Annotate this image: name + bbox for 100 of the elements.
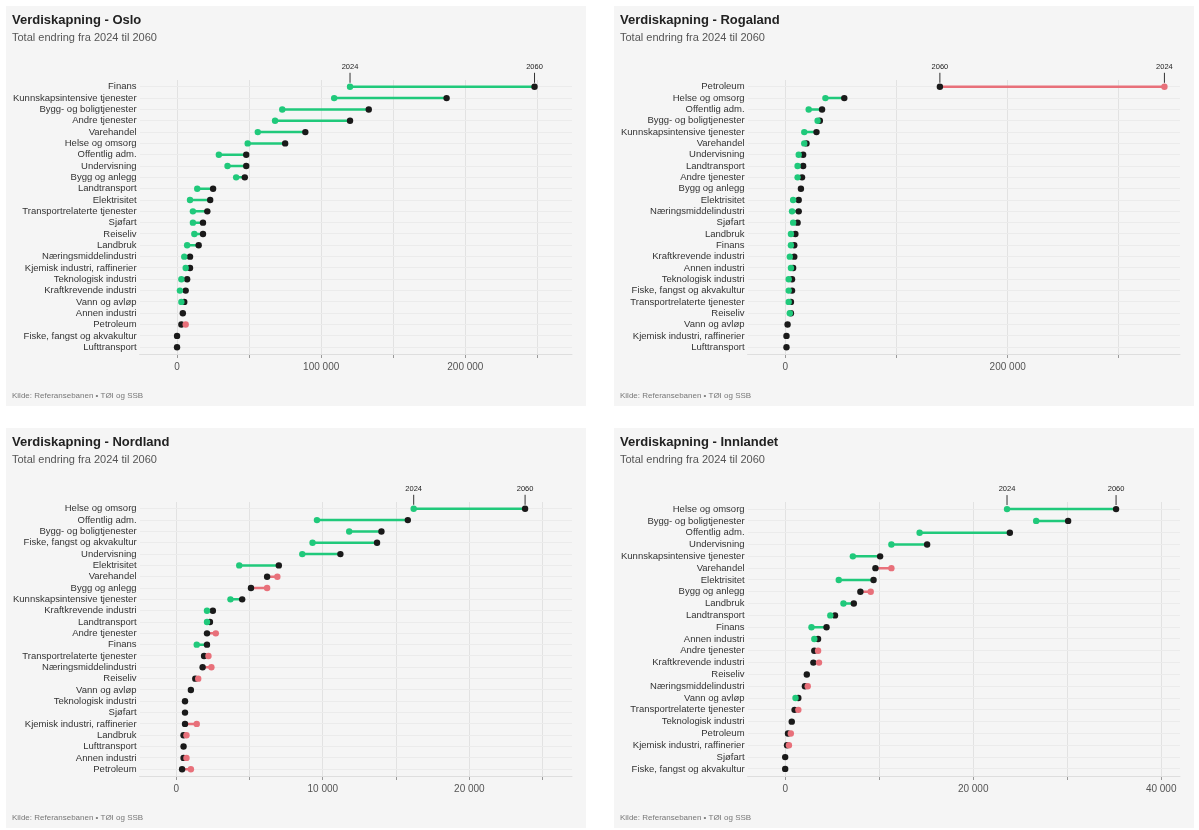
y-tick-label: Finans: [108, 638, 137, 650]
y-tick-label: Offentlig adm.: [685, 103, 745, 115]
x-tick-label: 0: [173, 782, 180, 794]
text: Kilde: Referansebanen • TØI og SSB: [620, 813, 752, 822]
y-tick-label: Fiske, fangst og akvakultur: [631, 284, 745, 296]
y-tick-label: Sjøfart: [716, 216, 745, 228]
y-tick-label: Bygg og anlegg: [678, 182, 745, 194]
y-tick-label: Landbruk: [96, 238, 137, 250]
y-tick-label: Offentlig adm.: [685, 526, 745, 538]
y-tick-label: Næringsmiddelindustri: [42, 660, 137, 672]
y-tick-label: Kjemisk industri, raffinerier: [632, 329, 745, 341]
chart-title: Verdiskapning - Rogaland: [620, 12, 780, 27]
y-tick-label: Teknologisk industri: [661, 715, 745, 727]
y-tick-label: Varehandel: [696, 561, 745, 573]
y-tick-label: Helse og omsorg: [672, 502, 745, 514]
y-tick-label: Kjemisk industri, raffinerier: [632, 738, 745, 750]
x-tick-label: 10 000: [307, 782, 339, 794]
y-tick-label: Bygg og anlegg: [678, 585, 745, 597]
y-tick-label: Fiske, fangst og akvakultur: [23, 536, 137, 548]
x-tick-label: 200 000: [447, 360, 484, 372]
y-tick-label: Varehandel: [88, 125, 137, 137]
chart-title: Verdiskapning - Nordland: [12, 434, 170, 449]
x-tick-label: 100 000: [303, 360, 340, 372]
y-tick-label: Bygg- og boligtjenester: [39, 103, 137, 115]
y-tick-label: Kraftkrevende industri: [44, 604, 137, 616]
y-tick-label: Andre tjenester: [680, 171, 745, 182]
y-tick-label: Fiske, fangst og akvakultur: [631, 762, 745, 774]
y-tick-label: Andre tjenester: [680, 644, 745, 656]
y-tick-label: Landtransport: [77, 615, 137, 627]
y-tick-label: Helse og omsorg: [672, 91, 745, 103]
y-tick-label: Elektrisitet: [700, 573, 745, 585]
y-tick-label: Bygg og anlegg: [70, 581, 137, 593]
x-tick-label: 0: [782, 782, 789, 794]
x-tick-label: 200 000: [989, 360, 1027, 372]
y-tick-label: Elektrisitet: [92, 193, 137, 205]
y-tick-label: Undervisning: [689, 538, 745, 550]
x-tick-label: 0: [782, 360, 789, 372]
y-tick-label: Teknologisk industri: [53, 694, 137, 706]
y-tick-label: Annen industri: [683, 632, 745, 644]
y-tick-label: Transportrelaterte tjenester: [630, 703, 745, 715]
chart-title: Verdiskapning - Oslo: [12, 12, 142, 27]
y-tick-label: Kraftkrevende industri: [652, 656, 745, 668]
y-tick-label: Transportrelaterte tjenester: [22, 204, 137, 216]
y-tick-label: Varehandel: [88, 570, 137, 582]
y-tick-label: Annen industri: [683, 261, 745, 273]
y-tick-label: Offentlig adm.: [77, 513, 137, 525]
y-tick-label: Sjøfart: [108, 706, 137, 718]
y-tick-label: Landbruk: [704, 227, 745, 239]
x-tick-label: 0: [174, 360, 181, 372]
chart-subtitle: Total endring fra 2024 til 2060: [620, 453, 765, 465]
y-tick-label: Undervisning: [81, 159, 137, 171]
x-tick-label: 20 000: [957, 782, 989, 794]
y-tick-label: Bygg- og boligtjenester: [647, 514, 745, 526]
y-tick-label: Finans: [716, 620, 745, 632]
y-tick-label: Kjemisk industri, raffinerier: [24, 717, 137, 729]
y-tick-label: Andre tjenester: [72, 626, 137, 638]
y-tick-label: Andre tjenester: [72, 114, 137, 126]
y-tick-label: Annen industri: [75, 306, 137, 318]
y-tick-label: Sjøfart: [108, 216, 137, 228]
y-tick-label: Næringsmiddelindustri: [650, 679, 745, 691]
y-tick-label: Landtransport: [685, 609, 745, 620]
text: Kilde: Referansebanen • TØI og SSB: [12, 813, 144, 822]
y-tick-label: Lufttransport: [691, 340, 745, 352]
y-tick-label: Sjøfart: [716, 750, 745, 762]
y-tick-label: Petroleum: [701, 80, 745, 92]
y-tick-label: Næringsmiddelindustri: [42, 250, 137, 262]
y-tick-label: Offentlig adm.: [77, 148, 137, 160]
x-tick-label: 20 000: [454, 782, 486, 794]
y-tick-label: Transportrelaterte tjenester: [22, 649, 137, 661]
y-tick-label: Næringsmiddelindustri: [650, 204, 745, 216]
y-tick-label: Undervisning: [81, 547, 137, 559]
y-tick-label: Reiseliv: [103, 672, 137, 684]
y-tick-label: Finans: [716, 238, 745, 250]
y-tick-label: Vann og avløp: [684, 691, 745, 703]
text: Kilde: Referansebanen • TØI og SSB: [620, 391, 752, 400]
chart-subtitle: Total endring fra 2024 til 2060: [620, 31, 765, 43]
y-tick-label: Bygg- og boligtjenester: [647, 114, 745, 126]
y-tick-label: Teknologisk industri: [53, 272, 137, 284]
y-tick-label: Landtransport: [77, 182, 137, 194]
text: Kilde: Referansebanen • TØI og SSB: [12, 391, 144, 400]
y-tick-label: Landbruk: [96, 728, 137, 740]
y-tick-label: Finans: [108, 80, 137, 92]
y-tick-label: Kunnskapsintensive tjenester: [13, 91, 137, 103]
y-tick-label: Elektrisitet: [700, 193, 745, 205]
y-tick-label: Helse og omsorg: [64, 502, 137, 514]
y-tick-label: Landtransport: [685, 159, 745, 171]
y-tick-label: Landbruk: [704, 597, 745, 609]
y-tick-label: Bygg- og boligtjenester: [39, 525, 137, 537]
y-tick-label: Petroleum: [701, 727, 745, 739]
chart-subtitle: Total endring fra 2024 til 2060: [12, 453, 157, 465]
y-tick-label: Vann og avløp: [684, 318, 745, 330]
y-tick-label: Undervisning: [689, 148, 745, 160]
y-tick-label: Kraftkrevende industri: [44, 284, 137, 296]
chart-title: Verdiskapning - Innlandet: [620, 434, 779, 449]
y-tick-label: Reiseliv: [711, 306, 745, 318]
y-tick-label: Lufttransport: [83, 340, 137, 352]
y-tick-label: Helse og omsorg: [64, 137, 137, 149]
y-tick-label: Kjemisk industri, raffinerier: [24, 261, 137, 273]
chart-subtitle: Total endring fra 2024 til 2060: [12, 31, 157, 43]
y-tick-label: Elektrisitet: [92, 559, 137, 571]
